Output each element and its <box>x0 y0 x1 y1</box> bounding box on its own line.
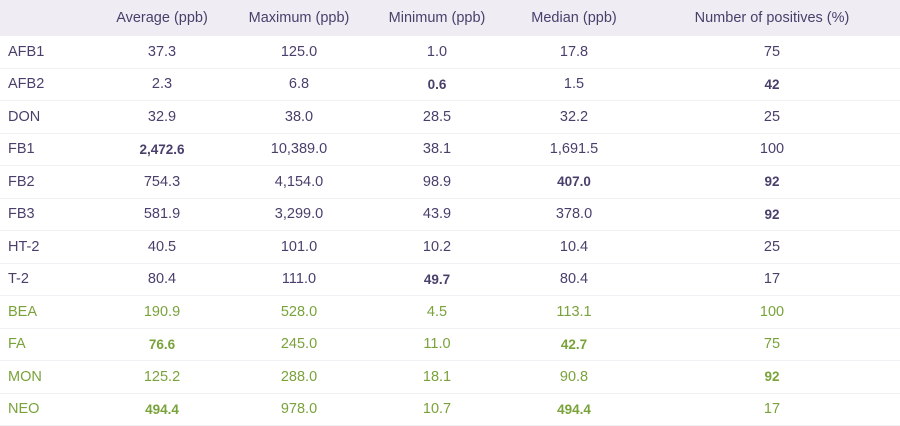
cell-minimum: 43.9 <box>370 198 504 231</box>
table-row: AFB1 37.3 125.0 1.0 17.8 75 <box>0 36 900 69</box>
cell-positives: 42 <box>644 68 900 101</box>
row-label: T-2 <box>0 263 96 296</box>
cell-average: 754.3 <box>96 165 228 199</box>
cell-median: 42.7 <box>504 328 644 361</box>
cell-minimum: 0.6 <box>370 68 504 101</box>
table-row: FB2 754.3 4,154.0 98.9 407.0 92 <box>0 165 900 199</box>
header-cell-empty <box>0 0 96 36</box>
table-row: MON 125.2 288.0 18.1 90.8 92 <box>0 360 900 394</box>
cell-positives: 92 <box>644 198 900 231</box>
header-positives: Number of positives (%) <box>644 0 900 36</box>
table-row: T-2 80.4 111.0 49.7 80.4 17 <box>0 263 900 296</box>
cell-maximum: 3,299.0 <box>228 198 370 231</box>
cell-average: 76.6 <box>96 328 228 361</box>
cell-average: 2,472.6 <box>96 133 228 166</box>
table-row: NEO 494.4 978.0 10.7 494.4 17 <box>0 393 900 426</box>
cell-minimum: 98.9 <box>370 165 504 199</box>
cell-maximum: 10,389.0 <box>228 133 370 166</box>
cell-positives: 25 <box>644 230 900 264</box>
row-label: FB3 <box>0 198 96 231</box>
cell-maximum: 38.0 <box>228 100 370 134</box>
cell-positives: 17 <box>644 393 900 426</box>
row-label: BEA <box>0 295 96 329</box>
cell-minimum: 4.5 <box>370 295 504 329</box>
row-label: NEO <box>0 393 96 426</box>
cell-maximum: 245.0 <box>228 328 370 361</box>
cell-median: 378.0 <box>504 198 644 231</box>
table-row: AFB2 2.3 6.8 0.6 1.5 42 <box>0 68 900 101</box>
cell-median: 80.4 <box>504 263 644 296</box>
cell-median: 17.8 <box>504 36 644 69</box>
cell-positives: 17 <box>644 263 900 296</box>
cell-maximum: 125.0 <box>228 36 370 69</box>
cell-maximum: 528.0 <box>228 295 370 329</box>
cell-positives: 100 <box>644 133 900 166</box>
row-label: FA <box>0 328 96 361</box>
cell-positives: 92 <box>644 360 900 394</box>
cell-median: 494.4 <box>504 393 644 426</box>
cell-median: 10.4 <box>504 230 644 264</box>
cell-median: 407.0 <box>504 165 644 199</box>
cell-minimum: 28.5 <box>370 100 504 134</box>
cell-average: 494.4 <box>96 393 228 426</box>
row-label: FB2 <box>0 165 96 199</box>
cell-average: 37.3 <box>96 36 228 69</box>
header-average: Average (ppb) <box>96 0 228 36</box>
header-median: Median (ppb) <box>504 0 644 36</box>
row-label: AFB1 <box>0 36 96 69</box>
row-label: HT-2 <box>0 230 96 264</box>
table-row: HT-2 40.5 101.0 10.2 10.4 25 <box>0 230 900 264</box>
cell-positives: 25 <box>644 100 900 134</box>
cell-median: 90.8 <box>504 360 644 394</box>
cell-average: 2.3 <box>96 68 228 101</box>
cell-minimum: 11.0 <box>370 328 504 361</box>
header-maximum: Maximum (ppb) <box>228 0 370 36</box>
cell-positives: 92 <box>644 165 900 199</box>
cell-positives: 75 <box>644 36 900 69</box>
table-row: FA 76.6 245.0 11.0 42.7 75 <box>0 328 900 361</box>
row-label: FB1 <box>0 133 96 166</box>
cell-average: 32.9 <box>96 100 228 134</box>
cell-maximum: 101.0 <box>228 230 370 264</box>
cell-average: 80.4 <box>96 263 228 296</box>
table-row: FB3 581.9 3,299.0 43.9 378.0 92 <box>0 198 900 231</box>
cell-positives: 75 <box>644 328 900 361</box>
cell-positives: 100 <box>644 295 900 329</box>
row-label: DON <box>0 100 96 134</box>
cell-median: 1.5 <box>504 68 644 101</box>
cell-median: 113.1 <box>504 295 644 329</box>
table-row: BEA 190.9 528.0 4.5 113.1 100 <box>0 295 900 329</box>
cell-maximum: 111.0 <box>228 263 370 296</box>
cell-minimum: 1.0 <box>370 36 504 69</box>
header-minimum: Minimum (ppb) <box>370 0 504 36</box>
cell-maximum: 4,154.0 <box>228 165 370 199</box>
row-label: AFB2 <box>0 68 96 101</box>
cell-minimum: 10.2 <box>370 230 504 264</box>
cell-minimum: 38.1 <box>370 133 504 166</box>
cell-minimum: 49.7 <box>370 263 504 296</box>
cell-maximum: 978.0 <box>228 393 370 426</box>
cell-maximum: 6.8 <box>228 68 370 101</box>
row-label: MON <box>0 360 96 394</box>
cell-median: 32.2 <box>504 100 644 134</box>
cell-average: 581.9 <box>96 198 228 231</box>
table-row: FB1 2,472.6 10,389.0 38.1 1,691.5 100 <box>0 133 900 166</box>
cell-minimum: 10.7 <box>370 393 504 426</box>
table-row: DON 32.9 38.0 28.5 32.2 25 <box>0 100 900 134</box>
cell-average: 40.5 <box>96 230 228 264</box>
cell-median: 1,691.5 <box>504 133 644 166</box>
cell-minimum: 18.1 <box>370 360 504 394</box>
cell-maximum: 288.0 <box>228 360 370 394</box>
cell-average: 125.2 <box>96 360 228 394</box>
cell-average: 190.9 <box>96 295 228 329</box>
header-row: Average (ppb) Maximum (ppb) Minimum (ppb… <box>0 0 900 36</box>
